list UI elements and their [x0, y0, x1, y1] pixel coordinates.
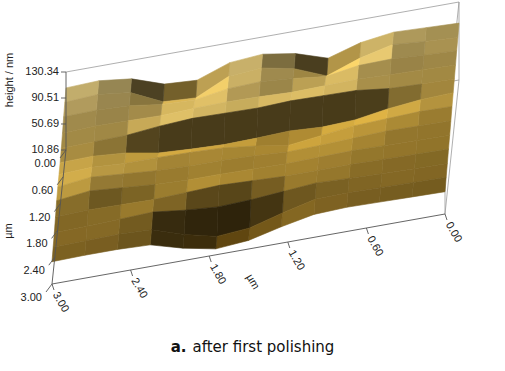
z-tick-label: 50.69: [31, 117, 59, 129]
y-axis-title: µm: [2, 223, 14, 239]
y-tick: [60, 150, 66, 158]
x-tick-label: 2.40: [129, 275, 150, 300]
y-tick: [46, 284, 52, 292]
x-tick: [209, 256, 211, 262]
surface-cell: [191, 113, 225, 149]
x-tick-label: 1.80: [208, 261, 229, 286]
y-tick-label: 0.60: [32, 184, 53, 196]
y-tick-label: 2.40: [23, 264, 44, 276]
surface-cell: [249, 213, 283, 240]
z-tick: [61, 72, 66, 73]
caption: a. after first polishing: [171, 338, 335, 356]
y-tick: [57, 177, 63, 185]
axes: 10.86 50.69 90.51 130.34 0.00 0.60 1.20 1.80 2.4…: [2, 53, 465, 314]
x-tick-label: 3.00: [51, 289, 72, 314]
y-tick-label: 1.20: [29, 211, 50, 223]
surface-cell: [183, 234, 217, 248]
x-axis-title: µm: [244, 272, 262, 291]
surface-cell: [261, 54, 295, 69]
surface-cell: [129, 93, 163, 106]
surface-cell: [158, 118, 192, 153]
caption-label: a.: [171, 338, 187, 356]
x-tick-label: 1.20: [287, 247, 308, 272]
surface-cell: [356, 75, 390, 91]
y-tick: [54, 204, 60, 212]
frame-line: [459, 2, 460, 80]
surface-cell: [184, 207, 218, 236]
y-tick: [52, 230, 58, 238]
y-tick: [49, 257, 55, 265]
surface-cell: [98, 79, 132, 95]
surface-cell: [281, 199, 315, 226]
chart: 10.86 50.69 90.51 130.34 0.00 0.60 1.20 1.80 2.4…: [0, 0, 505, 371]
x-tick: [131, 270, 133, 276]
surface-cell: [289, 96, 323, 131]
x-tick: [52, 284, 54, 290]
x-tick: [445, 214, 447, 220]
x-axis-line: [52, 214, 445, 284]
surface-cell: [153, 192, 187, 212]
frame: [66, 2, 459, 214]
surface-cell: [380, 182, 414, 202]
z-tick-label: 10.86: [31, 143, 59, 155]
surface-cell: [185, 185, 219, 210]
y-tick-label: 0.00: [35, 157, 56, 169]
z-tick-label: 90.51: [31, 91, 59, 103]
surface-cell: [150, 230, 184, 248]
y-tick-label: 1.80: [26, 237, 47, 249]
y-tick-label: 3.00: [21, 291, 42, 303]
caption-text: after first polishing: [192, 338, 334, 356]
x-tick: [288, 242, 290, 248]
y-axis-line: [52, 150, 66, 284]
surface-cell: [347, 188, 381, 208]
x-tick-label: 0.00: [444, 219, 465, 244]
surface-cell: [314, 193, 348, 215]
x-tick-label: 0.60: [365, 233, 386, 258]
z-tick: [61, 123, 66, 124]
z-tick: [61, 98, 66, 99]
surface-cell: [52, 241, 86, 262]
surface-cell: [85, 234, 119, 255]
z-axis-line: [66, 72, 67, 150]
surface-cell: [412, 177, 446, 197]
surface: [52, 23, 459, 262]
z-tick-label: 130.34: [25, 65, 59, 77]
x-tick: [366, 228, 368, 234]
surface-cell: [256, 131, 290, 146]
surface-cell: [126, 126, 160, 153]
surface-cell: [216, 228, 250, 249]
surface-cell: [118, 230, 152, 250]
z-axis-title: height / nm: [3, 53, 15, 107]
